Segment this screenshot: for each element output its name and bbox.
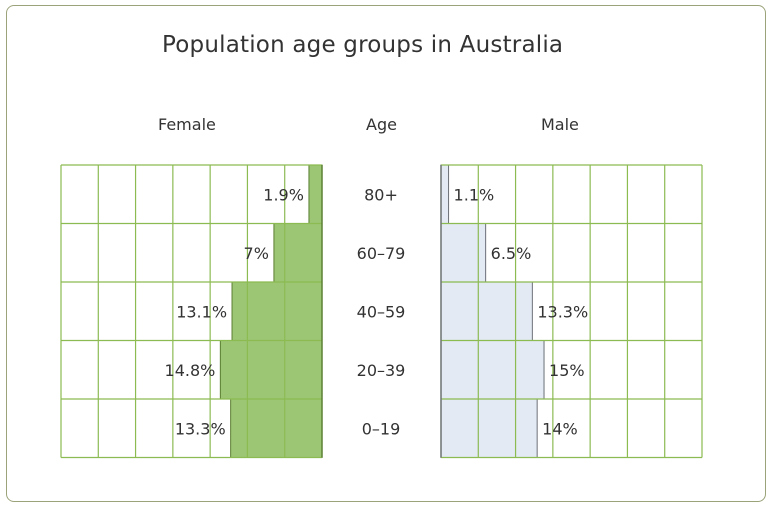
male-value-label-2: 13.3% (537, 302, 588, 321)
age-category-label-1: 60–79 (357, 244, 406, 263)
age-category-label-4: 0–19 (362, 419, 401, 438)
age-category-label-0: 80+ (364, 185, 398, 204)
male-value-label-4: 14% (542, 419, 578, 438)
chart-frame (6, 5, 766, 502)
female-value-label-4: 13.3% (175, 419, 226, 438)
male-bar-3 (440, 340, 545, 400)
male-value-label-1: 6.5% (491, 244, 532, 263)
female-bar-3 (219, 340, 323, 400)
male-bar-1 (440, 223, 487, 283)
female-bar-1 (273, 223, 323, 283)
male-bar-0 (440, 164, 450, 224)
female-heading: Female (158, 115, 216, 134)
age-category-label-3: 20–39 (357, 361, 406, 380)
male-bar-4 (440, 398, 538, 458)
female-value-label-3: 14.8% (165, 361, 216, 380)
female-value-label-0: 1.9% (263, 185, 304, 204)
chart-title: Population age groups in Australia (162, 32, 564, 58)
male-heading: Male (541, 115, 579, 134)
age-heading: Age (366, 115, 397, 134)
female-bar-0 (308, 164, 323, 224)
female-bar-2 (231, 281, 323, 341)
male-value-label-0: 1.1% (454, 185, 495, 204)
male-bar-2 (440, 281, 533, 341)
male-value-label-3: 15% (549, 361, 585, 380)
age-category-label-2: 40–59 (357, 302, 406, 321)
female-value-label-2: 13.1% (176, 302, 227, 321)
female-value-label-1: 7% (244, 244, 269, 263)
female-bar-4 (230, 398, 323, 458)
